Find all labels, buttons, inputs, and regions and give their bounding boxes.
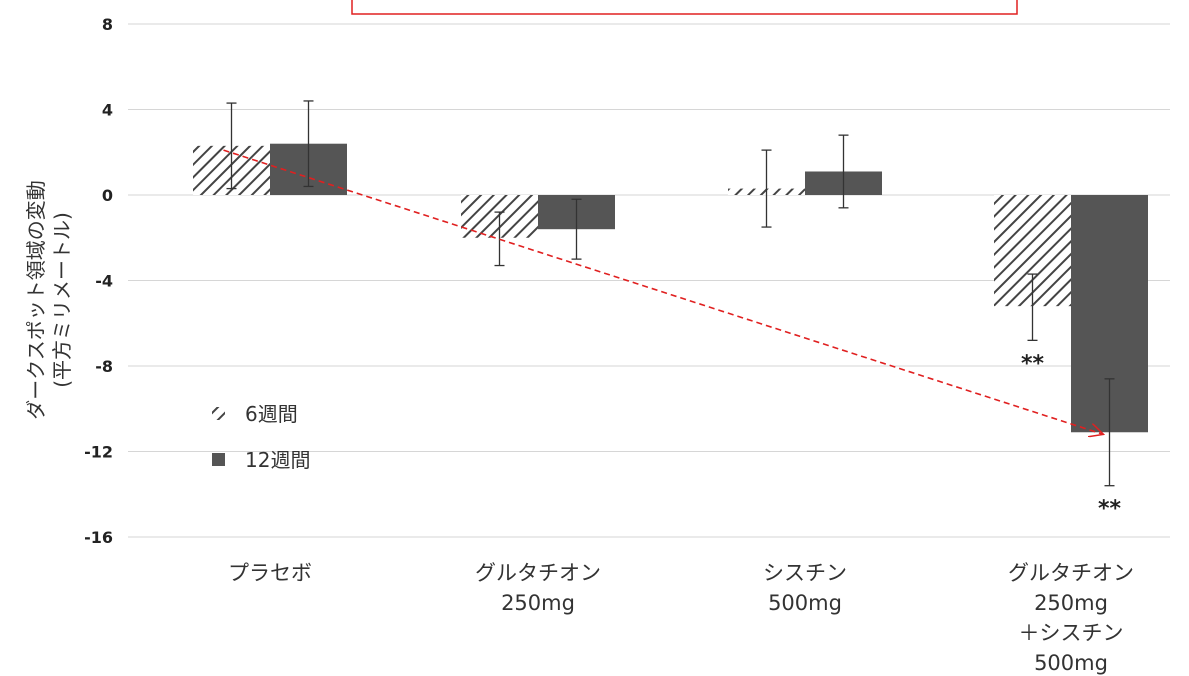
error-bar (303, 100, 314, 188)
category-label: グルタチオン 250mg ＋シスチン 500mg (1008, 561, 1134, 675)
category-label-line: 250mg (501, 591, 575, 615)
y-tick-label: 8 (102, 15, 113, 34)
error-bar (226, 102, 237, 190)
legend-label-12w: 12週間 (245, 448, 310, 472)
legend-swatch-solid (212, 453, 225, 466)
y-tick-label: 0 (102, 186, 113, 205)
category-label-line: ＋シスチン (1019, 621, 1124, 645)
category-label: グルタチオン 250mg (475, 561, 601, 615)
y-tick-label: -16 (84, 528, 113, 547)
legend-label-6w: 6週間 (245, 402, 298, 426)
legend-swatch-hatched (212, 407, 225, 420)
category-label: シスチン 500mg (763, 561, 847, 615)
error-bars (226, 100, 1115, 487)
error-bar (1104, 378, 1115, 487)
y-tick-labels: 8 4 0 -4 -8 -12 -16 (84, 15, 113, 547)
significance-marker: ** (1021, 351, 1045, 376)
bars (193, 143, 1148, 433)
trend-arrow-line (223, 149, 1104, 434)
error-bar (494, 211, 505, 267)
y-tick-label: -4 (95, 272, 113, 291)
error-bar (1027, 273, 1038, 342)
legend: 6週間 12週間 (212, 402, 310, 472)
trend-arrow (223, 149, 1104, 434)
significance-markers: ** ** (1021, 351, 1122, 521)
error-bar (838, 134, 849, 209)
category-label-line: グルタチオン (1008, 561, 1134, 585)
category-label-line: 250mg (1034, 591, 1108, 615)
category-label-line: シスチン (763, 561, 847, 585)
y-tick-label: -12 (84, 443, 113, 462)
error-bar (761, 149, 772, 228)
y-tick-label: 4 (102, 101, 113, 120)
legend-item-12w: 12週間 (212, 448, 310, 472)
y-axis-title-line1: ダークスポット領域の変動 (24, 180, 48, 419)
category-label-line: 500mg (1034, 651, 1108, 675)
category-labels: プラセボ グルタチオン 250mg シスチン 500mg グルタチオン 250mg ＋シスチン… (228, 561, 1134, 675)
y-axis-title: ダークスポット領域の変動 (平方ミリメートル) (24, 180, 74, 419)
category-label-line: プラセボ (228, 561, 312, 585)
category-label-line: グルタチオン (475, 561, 601, 585)
y-tick-label: -8 (95, 357, 113, 376)
legend-item-6w: 6週間 (212, 402, 298, 426)
category-label: プラセボ (228, 561, 312, 585)
error-bar (571, 198, 582, 260)
highlight-box (351, 0, 1018, 15)
significance-marker: ** (1098, 497, 1122, 522)
category-label-line: 500mg (768, 591, 842, 615)
y-axis-title-line2: (平方ミリメートル) (50, 212, 74, 388)
